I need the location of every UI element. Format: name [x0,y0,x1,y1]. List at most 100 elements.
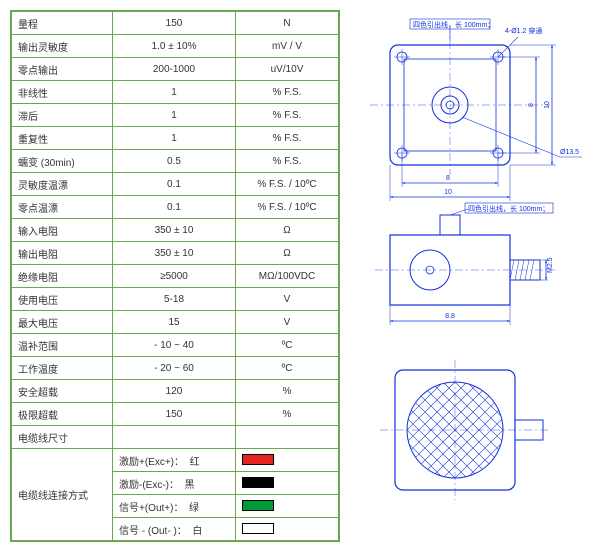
spec-row: 非线性1% F.S. [11,81,339,104]
spec-value [113,426,236,449]
wiring-row: 电缆线连接方式激励+(Exc+)： 红 [11,449,339,472]
svg-text:Ø13.5: Ø13.5 [560,149,579,156]
spec-unit: Ω [236,242,340,265]
spec-value: 0.1 [113,173,236,196]
spec-value: 0.1 [113,196,236,219]
spec-row: 使用电压5-18V [11,288,339,311]
spec-label: 量程 [11,11,113,35]
spec-unit: % [236,380,340,403]
spec-value: - 10 ~ 40 [113,334,236,357]
wire-name: 信号 - (Out- )： 白 [113,518,236,542]
spec-label: 零点温漂 [11,196,113,219]
spec-value: 1 [113,127,236,150]
spec-unit: % F.S. [236,81,340,104]
spec-value: 150 [113,11,236,35]
spec-label: 蠕变 (30min) [11,150,113,173]
spec-value: 15 [113,311,236,334]
wiring-label: 电缆线连接方式 [11,449,113,542]
spec-value: 1 [113,104,236,127]
spec-label: 非线性 [11,81,113,104]
color-swatch [242,500,274,511]
spec-value: 5-18 [113,288,236,311]
spec-value: 350 ± 10 [113,242,236,265]
spec-row: 输出灵敏度1.0 ± 10%mV / V [11,35,339,58]
svg-text:8: 8 [446,175,450,182]
spec-value: 1 [113,81,236,104]
spec-unit: % F.S. [236,104,340,127]
spec-value: 150 [113,403,236,426]
spec-value: 200-1000 [113,58,236,81]
spec-unit: Ω [236,219,340,242]
spec-row: 输入电阻350 ± 10Ω [11,219,339,242]
svg-text:8.8: 8.8 [445,313,455,320]
spec-unit: V [236,288,340,311]
spec-row: 滞后1% F.S. [11,104,339,127]
spec-row: 输出电阻350 ± 10Ω [11,242,339,265]
spec-unit: ºC [236,334,340,357]
spec-label: 最大电压 [11,311,113,334]
svg-text:M2.5: M2.5 [547,257,554,273]
spec-row: 电缆线尺寸 [11,426,339,449]
svg-text:10: 10 [544,101,551,109]
spec-value: - 20 ~ 60 [113,357,236,380]
spec-label: 滞后 [11,104,113,127]
svg-text:四色引出线，长 100mm；: 四色引出线，长 100mm； [413,20,494,29]
spec-value: 120 [113,380,236,403]
diagrams-panel: 四色引出线，长 100mm；4-Ø1.2 穿通810810Ø13.5四色引出线，… [360,10,600,542]
spec-unit: % [236,403,340,426]
color-swatch [242,523,274,534]
spec-row: 零点温漂0.1% F.S. / 10ºC [11,196,339,219]
spec-row: 温补范围- 10 ~ 40ºC [11,334,339,357]
wire-name: 信号+(Out+)： 绿 [113,495,236,518]
spec-label: 输出电阻 [11,242,113,265]
spec-value: ≥5000 [113,265,236,288]
spec-row: 量程150N [11,11,339,35]
spec-unit: % F.S. / 10ºC [236,173,340,196]
spec-row: 灵敏度温漂0.1% F.S. / 10ºC [11,173,339,196]
spec-row: 蠕变 (30min)0.5% F.S. [11,150,339,173]
spec-label: 重复性 [11,127,113,150]
color-swatch [242,454,274,465]
spec-unit: mV / V [236,35,340,58]
spec-label: 绝缘电阻 [11,265,113,288]
spec-label: 灵敏度温漂 [11,173,113,196]
wire-name: 激励-(Exc-)： 黑 [113,472,236,495]
spec-label: 温补范围 [11,334,113,357]
svg-text:10: 10 [444,189,452,196]
wire-swatch-cell [236,518,340,542]
spec-label: 零点输出 [11,58,113,81]
spec-row: 重复性1% F.S. [11,127,339,150]
spec-unit: V [236,311,340,334]
spec-row: 安全超载120% [11,380,339,403]
spec-unit: % F.S. / 10ºC [236,196,340,219]
spec-row: 极限超载150% [11,403,339,426]
svg-text:四色引出线，长 100mm；: 四色引出线，长 100mm； [468,204,549,213]
svg-text:4-Ø1.2 穿通: 4-Ø1.2 穿通 [505,26,542,35]
spec-unit [236,426,340,449]
spec-unit: % F.S. [236,150,340,173]
spec-label: 输入电阻 [11,219,113,242]
spec-value: 350 ± 10 [113,219,236,242]
spec-unit: uV/10V [236,58,340,81]
color-swatch [242,477,274,488]
spec-label: 极限超载 [11,403,113,426]
spec-label: 使用电压 [11,288,113,311]
spec-value: 1.0 ± 10% [113,35,236,58]
wire-swatch-cell [236,449,340,472]
spec-row: 最大电压15V [11,311,339,334]
wire-swatch-cell [236,495,340,518]
spec-row: 零点输出200-1000uV/10V [11,58,339,81]
spec-unit: MΩ/100VDC [236,265,340,288]
wire-swatch-cell [236,472,340,495]
spec-unit: % F.S. [236,127,340,150]
spec-row: 绝缘电阻≥5000MΩ/100VDC [11,265,339,288]
spec-unit: N [236,11,340,35]
spec-label: 输出灵敏度 [11,35,113,58]
spec-label: 安全超载 [11,380,113,403]
spec-table: 量程150N输出灵敏度1.0 ± 10%mV / V零点输出200-1000uV… [10,10,340,542]
spec-label: 电缆线尺寸 [11,426,113,449]
spec-label: 工作温度 [11,357,113,380]
spec-unit: ºC [236,357,340,380]
wire-name: 激励+(Exc+)： 红 [113,449,236,472]
spec-row: 工作温度- 20 ~ 60ºC [11,357,339,380]
